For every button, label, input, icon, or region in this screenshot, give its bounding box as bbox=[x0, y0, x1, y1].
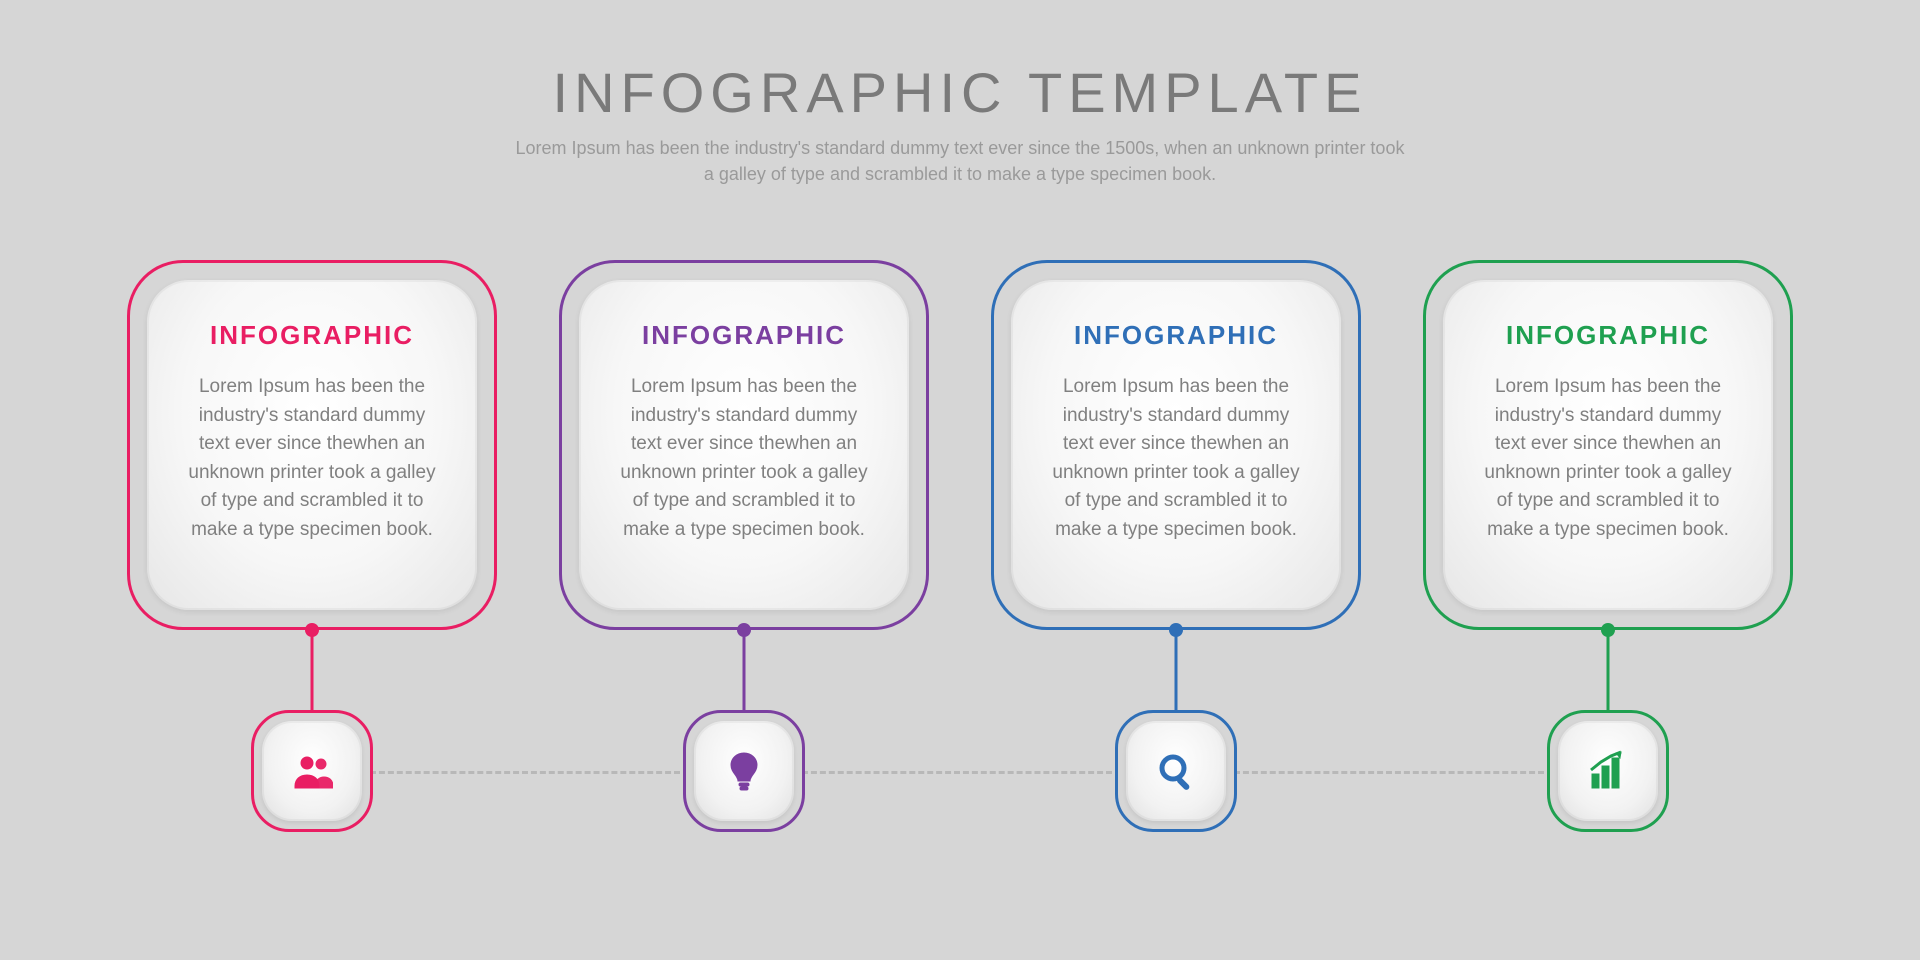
card-2-body: Lorem Ipsum has been the industry's stan… bbox=[613, 373, 875, 544]
card-2-title: INFOGRAPHIC bbox=[613, 320, 875, 351]
icon-3-inner bbox=[1126, 721, 1226, 821]
card-2: INFOGRAPHIC Lorem Ipsum has been the ind… bbox=[559, 260, 929, 630]
card-1-title: INFOGRAPHIC bbox=[181, 320, 443, 351]
card-4-connector-line bbox=[1607, 630, 1610, 710]
page-subtitle: Lorem Ipsum has been the industry's stan… bbox=[510, 135, 1410, 187]
cards-row: INFOGRAPHIC Lorem Ipsum has been the ind… bbox=[0, 260, 1920, 630]
icon-row bbox=[0, 710, 1920, 832]
card-3: INFOGRAPHIC Lorem Ipsum has been the ind… bbox=[991, 260, 1361, 630]
card-1-border: INFOGRAPHIC Lorem Ipsum has been the ind… bbox=[127, 260, 497, 630]
card-1-inner: INFOGRAPHIC Lorem Ipsum has been the ind… bbox=[147, 280, 477, 610]
card-4-border: INFOGRAPHIC Lorem Ipsum has been the ind… bbox=[1423, 260, 1793, 630]
icon-2-border bbox=[683, 710, 805, 832]
card-3-body: Lorem Ipsum has been the industry's stan… bbox=[1045, 373, 1307, 544]
icon-4-border bbox=[1547, 710, 1669, 832]
icon-cell-1 bbox=[127, 710, 497, 832]
card-1-connector-line bbox=[311, 630, 314, 710]
card-4: INFOGRAPHIC Lorem Ipsum has been the ind… bbox=[1423, 260, 1793, 630]
card-4-inner: INFOGRAPHIC Lorem Ipsum has been the ind… bbox=[1443, 280, 1773, 610]
card-3-title: INFOGRAPHIC bbox=[1045, 320, 1307, 351]
icon-cell-2 bbox=[559, 710, 929, 832]
lightbulb-icon bbox=[723, 750, 765, 792]
icon-1-border bbox=[251, 710, 373, 832]
icon-4-inner bbox=[1558, 721, 1658, 821]
users-icon bbox=[291, 750, 333, 792]
icon-2-inner bbox=[694, 721, 794, 821]
card-2-connector-line bbox=[743, 630, 746, 710]
card-3-border: INFOGRAPHIC Lorem Ipsum has been the ind… bbox=[991, 260, 1361, 630]
card-1-body: Lorem Ipsum has been the industry's stan… bbox=[181, 373, 443, 544]
card-3-connector-line bbox=[1175, 630, 1178, 710]
icon-cell-3 bbox=[991, 710, 1361, 832]
card-4-body: Lorem Ipsum has been the industry's stan… bbox=[1477, 373, 1739, 544]
card-4-title: INFOGRAPHIC bbox=[1477, 320, 1739, 351]
card-3-inner: INFOGRAPHIC Lorem Ipsum has been the ind… bbox=[1011, 280, 1341, 610]
page-title: INFOGRAPHIC TEMPLATE bbox=[0, 60, 1920, 125]
chart-icon bbox=[1587, 750, 1629, 792]
icon-1-inner bbox=[262, 721, 362, 821]
icon-cell-4 bbox=[1423, 710, 1793, 832]
card-1: INFOGRAPHIC Lorem Ipsum has been the ind… bbox=[127, 260, 497, 630]
search-icon bbox=[1155, 750, 1197, 792]
card-2-border: INFOGRAPHIC Lorem Ipsum has been the ind… bbox=[559, 260, 929, 630]
card-2-inner: INFOGRAPHIC Lorem Ipsum has been the ind… bbox=[579, 280, 909, 610]
header: INFOGRAPHIC TEMPLATE Lorem Ipsum has bee… bbox=[0, 0, 1920, 187]
icon-3-border bbox=[1115, 710, 1237, 832]
